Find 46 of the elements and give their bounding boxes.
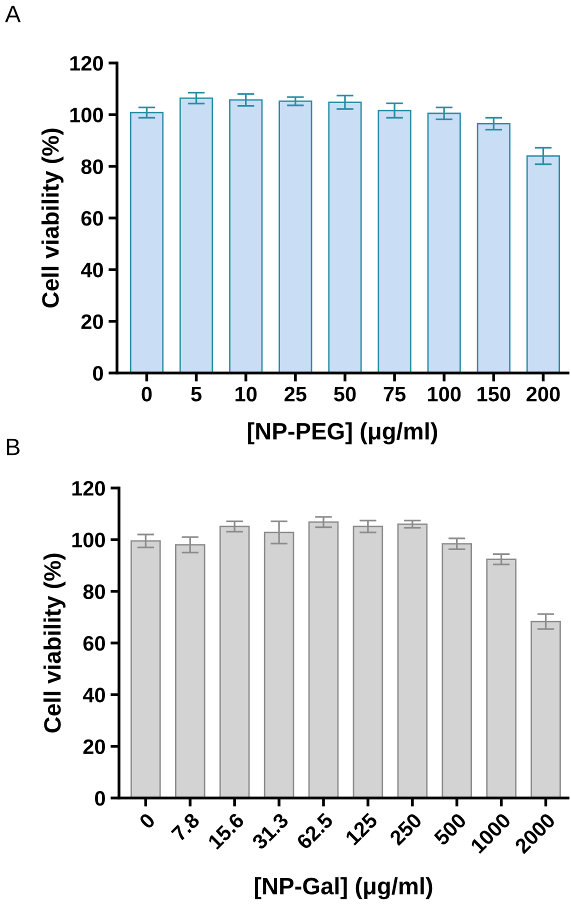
x-tick-label: 200	[526, 386, 560, 402]
y-tick-label: 20	[81, 314, 103, 330]
y-axis-title: Cell viability (%)	[43, 554, 66, 733]
y-tick-label: 0	[95, 791, 105, 806]
bar	[442, 543, 472, 798]
bar	[308, 521, 339, 798]
x-tick-label: 31.3	[251, 812, 290, 850]
y-tick-label: 20	[83, 739, 105, 754]
x-tick-label: 250	[388, 812, 423, 846]
x-tick-label: 100	[428, 386, 461, 402]
bar	[397, 523, 428, 798]
bar	[229, 99, 263, 373]
y-tick-label: 40	[80, 262, 103, 278]
y-tick-label: 120	[72, 481, 105, 496]
x-tick-label: 50	[334, 386, 356, 402]
x-tick-label: 25	[284, 386, 306, 402]
x-axis-title: [NP-PEG] (μg/ml)	[248, 422, 438, 444]
y-tick-label: 120	[70, 56, 103, 71]
x-axis-title: [NP-Gal] (μg/ml)	[254, 877, 432, 900]
bar	[352, 526, 384, 798]
y-tick-label: 100	[72, 532, 105, 548]
bar	[427, 112, 461, 373]
bar	[278, 100, 312, 373]
x-tick-label: 500	[433, 812, 468, 846]
x-tick-label: 0	[142, 386, 152, 402]
text: A	[5, 6, 21, 22]
y-axis-title: Cell viability (%)	[41, 128, 64, 308]
y-tick-label: 80	[81, 159, 103, 174]
bar	[219, 526, 250, 798]
x-tick-label: 0	[138, 812, 156, 830]
bar	[130, 112, 164, 373]
bar	[179, 97, 214, 373]
y-tick-label: 60	[81, 211, 103, 226]
y-tick-label: 80	[83, 584, 105, 600]
y-tick-label: 100	[70, 108, 103, 122]
x-tick-label: 150	[478, 386, 510, 402]
y-tick-label: 40	[82, 688, 105, 702]
x-tick-label: 75	[384, 386, 406, 402]
x-tick-label: 125	[344, 812, 378, 846]
y-tick-label: 60	[83, 636, 105, 651]
x-tick-label: 5	[191, 386, 202, 402]
bar	[486, 558, 516, 798]
y-tick-label: 0	[93, 366, 103, 381]
text: B	[6, 438, 20, 456]
x-tick-label: 7.8	[170, 812, 200, 842]
x-tick-label: 10	[236, 386, 257, 402]
